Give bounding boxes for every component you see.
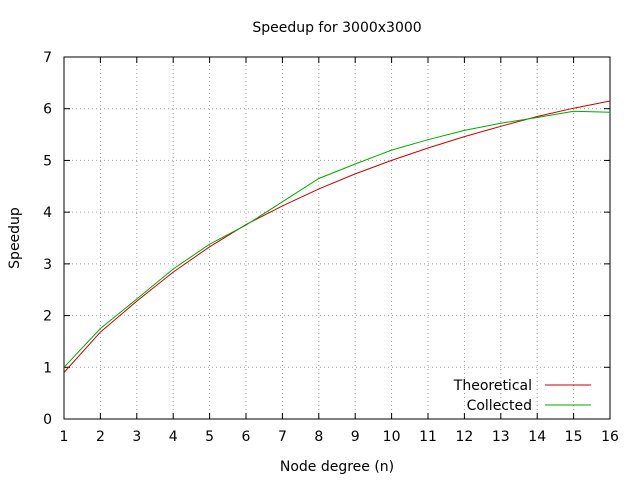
plot-frame xyxy=(63,56,611,420)
grid-lines xyxy=(64,57,610,419)
x-tick-label: 12 xyxy=(455,429,473,445)
x-tick-label: 3 xyxy=(132,429,141,445)
y-tick-label: 0 xyxy=(43,412,52,428)
y-tick-label: 3 xyxy=(43,257,52,273)
y-tick-label: 2 xyxy=(43,309,52,325)
x-tick-label: 4 xyxy=(169,429,178,445)
x-tick-label: 15 xyxy=(565,429,583,445)
x-tick-label: 8 xyxy=(314,429,323,445)
x-tick-labels: 1 2 3 4 5 6 7 8 9 10 11 12 13 14 15 16 xyxy=(60,429,619,445)
x-tick-label: 7 xyxy=(278,429,287,445)
x-tick-label: 14 xyxy=(528,429,546,445)
legend-label-theoretical: Theoretical xyxy=(453,378,532,394)
series-line-collected xyxy=(63,110,611,368)
y-tick-label: 6 xyxy=(43,102,52,118)
x-tick-label: 16 xyxy=(601,429,619,445)
x-tick-label: 10 xyxy=(383,429,401,445)
y-tick-labels: 0 1 2 3 4 5 6 7 xyxy=(43,50,52,428)
y-tick-label: 5 xyxy=(43,153,52,169)
axis-ticks xyxy=(63,56,611,420)
x-axis-label: Node degree (n) xyxy=(280,459,394,475)
x-tick-label: 11 xyxy=(419,429,437,445)
y-tick-label: 7 xyxy=(43,50,52,66)
x-tick-label: 13 xyxy=(492,429,510,445)
y-tick-label: 1 xyxy=(43,360,52,376)
x-tick-label: 5 xyxy=(205,429,214,445)
chart-title: Speedup for 3000x3000 xyxy=(252,20,421,36)
x-tick-label: 6 xyxy=(242,429,251,445)
series-line-theoretical xyxy=(63,100,611,373)
x-tick-label: 9 xyxy=(351,429,360,445)
y-axis-label: Speedup xyxy=(7,207,23,269)
x-tick-label: 1 xyxy=(60,429,69,445)
legend: Theoretical Collected xyxy=(453,378,591,414)
x-tick-label: 2 xyxy=(96,429,105,445)
legend-label-collected: Collected xyxy=(467,398,532,414)
y-tick-label: 4 xyxy=(43,205,52,221)
series-lines xyxy=(63,100,611,373)
